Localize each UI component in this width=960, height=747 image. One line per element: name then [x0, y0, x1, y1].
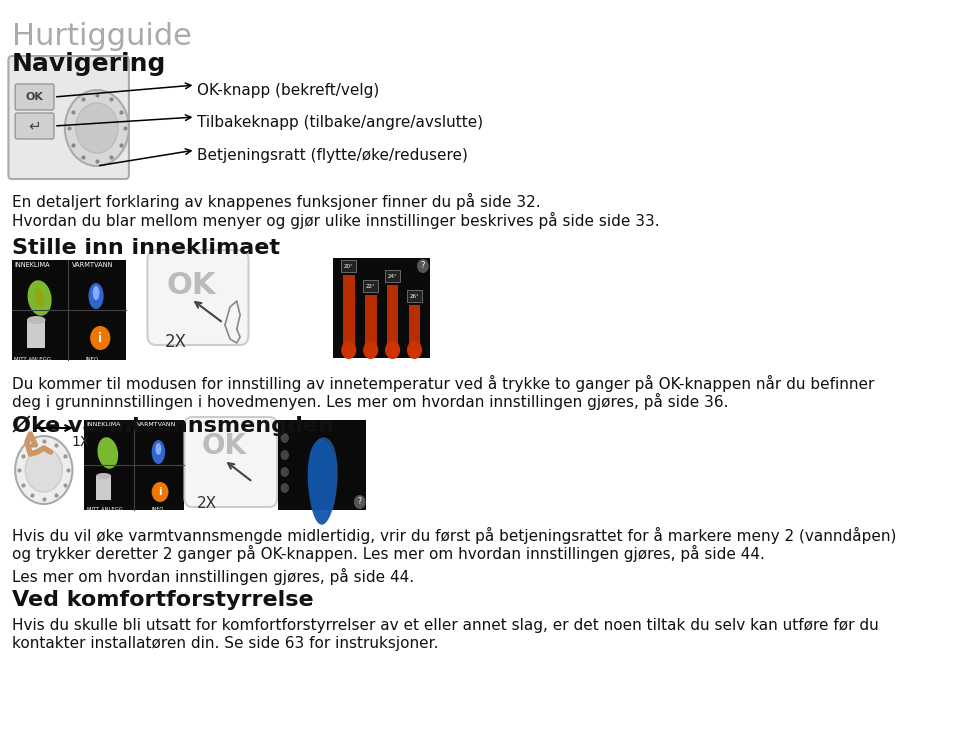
- Text: OK: OK: [166, 270, 216, 300]
- Ellipse shape: [93, 286, 100, 300]
- Text: OK: OK: [26, 92, 43, 102]
- Text: INFO: INFO: [86, 357, 99, 362]
- Polygon shape: [308, 440, 335, 524]
- Circle shape: [363, 341, 378, 359]
- Bar: [387, 285, 398, 350]
- Text: Hvis du vil øke varmtvannsmengde midlertidig, vrir du først på betjeningsrattet : Hvis du vil øke varmtvannsmengde midlert…: [12, 527, 897, 544]
- Text: Stille inn inneklimaet: Stille inn inneklimaet: [12, 238, 279, 258]
- Text: VARMTVANN: VARMTVANN: [137, 422, 177, 427]
- Text: 2X: 2X: [164, 333, 186, 351]
- FancyBboxPatch shape: [341, 260, 356, 272]
- FancyBboxPatch shape: [148, 250, 249, 345]
- Circle shape: [15, 436, 72, 504]
- Circle shape: [354, 495, 366, 509]
- Text: Hvordan du blar mellom menyer og gjør ulike innstillinger beskrives på side side: Hvordan du blar mellom menyer og gjør ul…: [12, 212, 660, 229]
- Ellipse shape: [35, 288, 44, 308]
- Text: Øke varmtvannsmengden: Øke varmtvannsmengden: [12, 415, 334, 436]
- FancyBboxPatch shape: [184, 417, 277, 507]
- Text: OK-knapp (bekreft/velg): OK-knapp (bekreft/velg): [197, 83, 379, 98]
- Text: deg i grunninnstillingen i hovedmenyen. Les mer om hvordan innstillingen gjøres,: deg i grunninnstillingen i hovedmenyen. …: [12, 393, 729, 410]
- Ellipse shape: [98, 437, 118, 469]
- Circle shape: [280, 467, 289, 477]
- Text: kontakter installatøren din. Se side 63 for instruksjoner.: kontakter installatøren din. Se side 63 …: [12, 636, 439, 651]
- Text: MITT ANLEGG: MITT ANLEGG: [86, 507, 122, 512]
- Circle shape: [25, 448, 62, 492]
- Circle shape: [280, 433, 289, 443]
- FancyBboxPatch shape: [407, 290, 422, 302]
- Text: Hurtigguide: Hurtigguide: [12, 22, 192, 51]
- Text: Du kommer til modusen for innstilling av innetemperatur ved å trykke to ganger p: Du kommer til modusen for innstilling av…: [12, 375, 875, 392]
- Polygon shape: [310, 438, 337, 522]
- FancyBboxPatch shape: [84, 420, 183, 510]
- FancyBboxPatch shape: [385, 270, 400, 282]
- FancyBboxPatch shape: [9, 56, 129, 179]
- Circle shape: [385, 341, 400, 359]
- Ellipse shape: [28, 280, 52, 316]
- Text: Les mer om hvordan innstillingen gjøres, på side 44.: Les mer om hvordan innstillingen gjøres,…: [12, 568, 414, 585]
- Bar: [96, 476, 111, 500]
- Text: 22°: 22°: [366, 284, 375, 288]
- FancyBboxPatch shape: [15, 84, 54, 110]
- Text: i: i: [158, 487, 162, 497]
- Circle shape: [280, 483, 289, 493]
- FancyBboxPatch shape: [12, 260, 126, 360]
- Text: i: i: [98, 332, 103, 344]
- Text: ↵: ↵: [28, 119, 41, 134]
- FancyBboxPatch shape: [363, 280, 378, 292]
- Circle shape: [417, 259, 429, 273]
- Text: OK: OK: [202, 432, 247, 460]
- Text: 1X: 1X: [72, 435, 90, 449]
- Text: 24°: 24°: [388, 273, 397, 279]
- Text: 26°: 26°: [410, 294, 420, 299]
- Text: 2X: 2X: [197, 496, 217, 511]
- Circle shape: [407, 341, 422, 359]
- Text: INNEKLIMA: INNEKLIMA: [14, 262, 50, 268]
- Text: INNEKLIMA: INNEKLIMA: [86, 422, 121, 427]
- FancyBboxPatch shape: [278, 420, 367, 510]
- FancyBboxPatch shape: [333, 258, 430, 358]
- Text: ?: ?: [358, 498, 362, 506]
- Text: INFO: INFO: [152, 507, 164, 512]
- Bar: [365, 295, 376, 350]
- Bar: [409, 305, 420, 350]
- Ellipse shape: [88, 283, 104, 309]
- Text: 20°: 20°: [344, 264, 353, 268]
- Text: Betjeningsratt (flytte/øke/redusere): Betjeningsratt (flytte/øke/redusere): [197, 148, 468, 163]
- Text: Navigering: Navigering: [12, 52, 166, 76]
- Circle shape: [280, 450, 289, 460]
- Text: Tilbakeknapp (tilbake/angre/avslutte): Tilbakeknapp (tilbake/angre/avslutte): [197, 115, 483, 130]
- Bar: [27, 320, 45, 348]
- Bar: [343, 275, 354, 350]
- Text: VARMTVANN: VARMTVANN: [72, 262, 114, 268]
- Ellipse shape: [96, 473, 111, 479]
- Ellipse shape: [152, 440, 165, 464]
- Circle shape: [90, 326, 110, 350]
- Ellipse shape: [27, 316, 45, 324]
- Text: En detaljert forklaring av knappenes funksjoner finner du på side 32.: En detaljert forklaring av knappenes fun…: [12, 193, 540, 210]
- Circle shape: [76, 103, 118, 153]
- Text: og trykker deretter 2 ganger på OK-knappen. Les mer om hvordan innstillingen gjø: og trykker deretter 2 ganger på OK-knapp…: [12, 545, 765, 562]
- Text: MITT ANLEGG: MITT ANLEGG: [14, 357, 52, 362]
- Circle shape: [341, 341, 356, 359]
- Text: Ved komfortforstyrrelse: Ved komfortforstyrrelse: [12, 590, 313, 610]
- Circle shape: [152, 482, 169, 502]
- Ellipse shape: [156, 443, 161, 455]
- Circle shape: [65, 90, 129, 166]
- FancyBboxPatch shape: [15, 113, 54, 139]
- Text: ?: ?: [420, 261, 425, 270]
- Text: Hvis du skulle bli utsatt for komfortforstyrrelser av et eller annet slag, er de: Hvis du skulle bli utsatt for komfortfor…: [12, 618, 878, 633]
